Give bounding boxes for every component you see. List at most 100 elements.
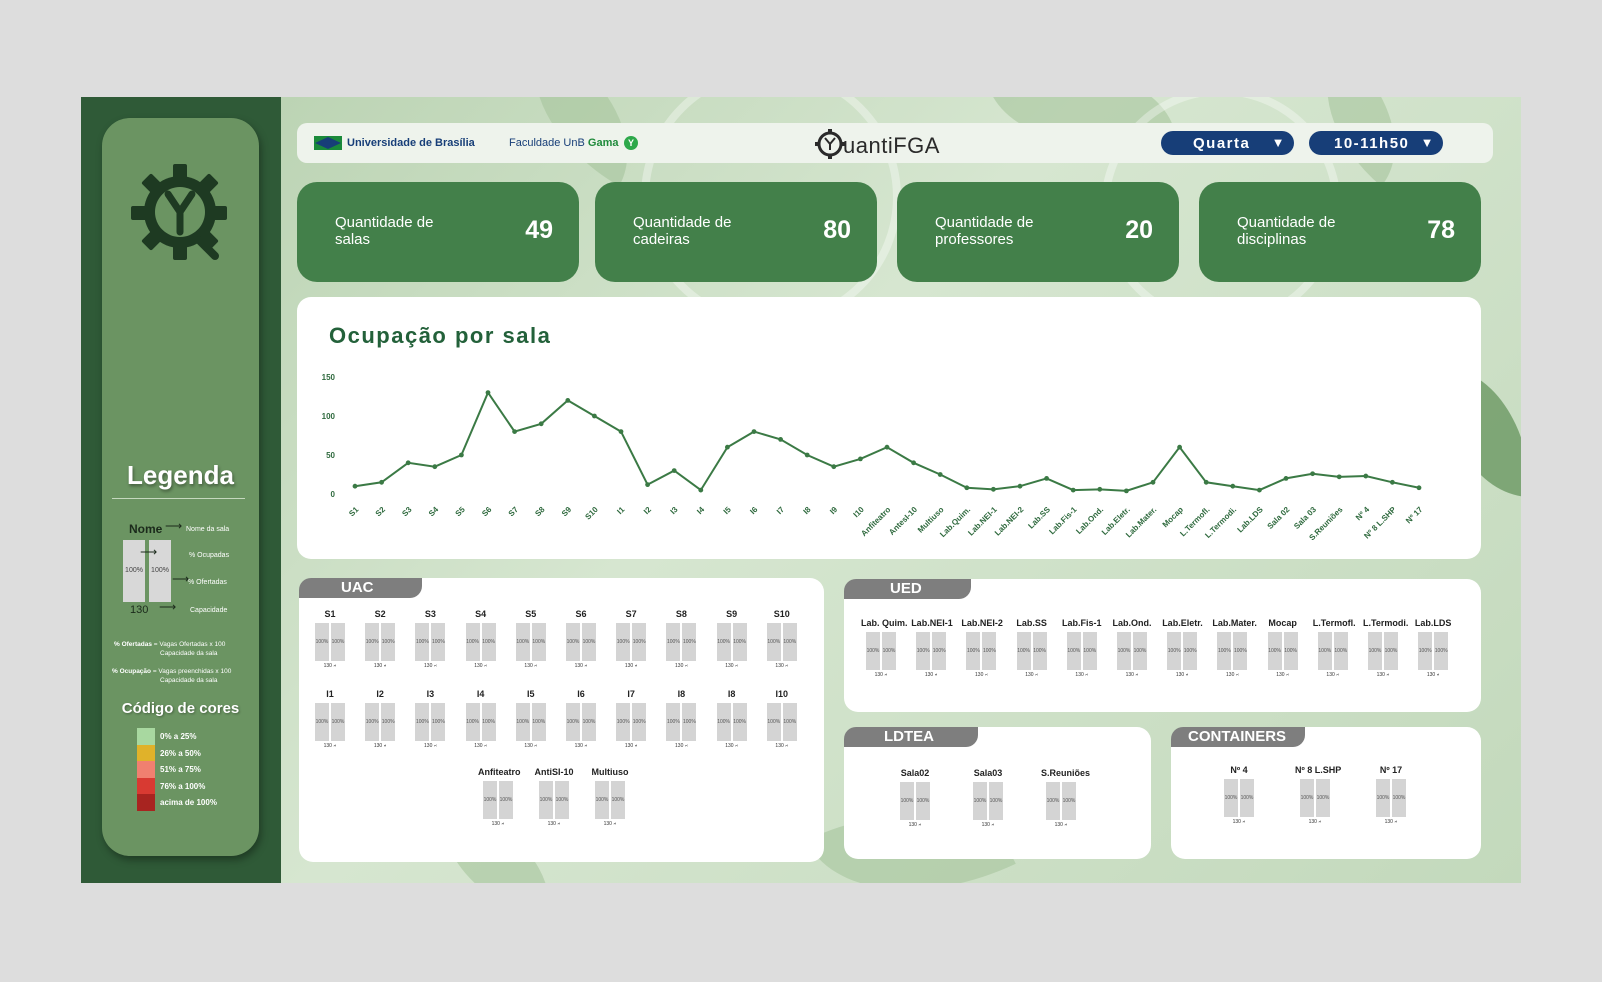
room-card[interactable]: I1 100% 100% 130 ⑁ — [310, 688, 350, 749]
room-ocupadas-bar: 100% — [1267, 632, 1282, 670]
room-capacity-value: 130 — [775, 743, 784, 749]
room-card[interactable]: Lab.Ond. 100% 100% 130 ⑁ — [1112, 617, 1152, 678]
room-capacity: 130 ⑁ — [360, 743, 400, 749]
data-point[interactable] — [751, 429, 757, 434]
room-card[interactable]: Lab.NEI-2 100% 100% 130 ⑁ — [961, 617, 1003, 678]
room-card[interactable]: S1 100% 100% 130 ⑁ — [310, 608, 350, 669]
data-point[interactable] — [1177, 444, 1182, 450]
chair-icon: ⑁ — [534, 743, 538, 749]
room-card[interactable]: Multiuso 100% 100% 130 ⑁ — [590, 766, 630, 827]
room-card[interactable]: S4 100% 100% 130 ⑁ — [461, 608, 501, 669]
room-card[interactable]: L.Termofl. 100% 100% 130 ⑁ — [1313, 617, 1356, 678]
data-point[interactable] — [592, 413, 597, 419]
room-card[interactable]: Sala03 100% 100% 130 ⑁ — [968, 767, 1008, 828]
x-tick-label: I7 — [775, 505, 786, 516]
data-point[interactable] — [1283, 476, 1289, 481]
data-point[interactable] — [991, 486, 996, 492]
data-point[interactable] — [485, 390, 491, 395]
data-point[interactable] — [884, 444, 890, 450]
room-card[interactable]: Lab.NEI-1 100% 100% 130 ⑁ — [911, 617, 953, 678]
data-point[interactable] — [1044, 476, 1049, 481]
room-card[interactable]: Lab.Fis-1 100% 100% 130 ⑁ — [1062, 617, 1102, 678]
x-tick-label: Nº 4 — [1354, 505, 1372, 523]
room-card[interactable]: Sala02 100% 100% 130 ⑁ — [895, 767, 935, 828]
data-point[interactable] — [911, 460, 916, 466]
day-dropdown[interactable]: Quarta ▼ — [1161, 131, 1294, 155]
room-card[interactable]: S7 100% 100% 130 ⑁ — [611, 608, 651, 669]
room-capacity-value: 130 — [603, 821, 612, 827]
room-card[interactable]: Lab.Eletr. 100% 100% 130 ⑁ — [1162, 617, 1203, 678]
room-card[interactable]: L.Termodi. 100% 100% 130 ⑁ — [1363, 617, 1408, 678]
data-point[interactable] — [1230, 483, 1236, 489]
data-point[interactable] — [1124, 488, 1129, 494]
room-card[interactable]: S.Reuniões 100% 100% 130 ⑁ — [1041, 767, 1090, 828]
room-capacity: 130 ⑁ — [1313, 672, 1353, 678]
room-card[interactable]: Anfiteatro 100% 100% 130 ⑁ — [478, 766, 521, 827]
data-point[interactable] — [512, 429, 517, 434]
data-point[interactable] — [964, 485, 970, 491]
room-card[interactable]: I2 100% 100% 130 ⑁ — [360, 688, 400, 749]
room-ofertadas-bar: 100% — [481, 623, 496, 661]
data-point[interactable] — [405, 460, 411, 466]
room-card[interactable]: S6 100% 100% 130 ⑁ — [561, 608, 601, 669]
data-point[interactable] — [698, 487, 704, 493]
room-card[interactable]: S3 100% 100% 130 ⑁ — [410, 608, 450, 669]
room-card[interactable]: S5 100% 100% 130 ⑁ — [511, 608, 551, 669]
data-point[interactable] — [1203, 479, 1209, 485]
room-card[interactable]: Nº 8 L.SHP 100% 100% 130 ⑁ — [1295, 764, 1341, 825]
data-point[interactable] — [1336, 474, 1342, 480]
data-point[interactable] — [725, 444, 730, 450]
room-card[interactable]: S8 100% 100% 130 ⑁ — [661, 608, 701, 669]
data-point[interactable] — [858, 456, 863, 462]
unb-name[interactable]: Universidade de Brasília — [347, 137, 475, 149]
data-point[interactable] — [671, 468, 677, 473]
room-card[interactable]: I6 100% 100% 130 ⑁ — [561, 688, 601, 749]
data-point[interactable] — [538, 421, 544, 427]
room-card[interactable]: I10 100% 100% 130 ⑁ — [762, 688, 802, 749]
room-card[interactable]: I8 100% 100% 130 ⑁ — [712, 688, 752, 749]
data-point[interactable] — [432, 464, 438, 470]
data-point[interactable] — [778, 437, 783, 442]
room-card[interactable]: S2 100% 100% 130 ⑁ — [360, 608, 400, 669]
data-point[interactable] — [1097, 486, 1103, 492]
time-dropdown[interactable]: 10-11h50 ▼ — [1309, 131, 1443, 155]
data-point[interactable] — [645, 482, 650, 488]
room-card[interactable]: Nº 17 100% 100% 130 ⑁ — [1371, 764, 1411, 825]
data-point[interactable] — [1416, 485, 1422, 491]
data-point[interactable] — [1017, 483, 1023, 489]
data-point[interactable] — [937, 472, 943, 477]
room-card[interactable]: AntiSI-10 100% 100% 130 ⑁ — [534, 766, 574, 827]
room-card[interactable]: Nº 4 100% 100% 130 ⑁ — [1219, 764, 1259, 825]
x-tick-label: S6 — [480, 505, 494, 519]
data-point[interactable] — [1363, 473, 1369, 479]
color-swatch-label: 0% a 25% — [160, 732, 197, 741]
room-card[interactable]: I4 100% 100% 130 ⑁ — [461, 688, 501, 749]
room-card[interactable]: Lab. Quim. 100% 100% 130 ⑁ — [861, 617, 908, 678]
x-tick-label: S8 — [533, 505, 547, 519]
data-point[interactable] — [459, 452, 464, 458]
data-point[interactable] — [1070, 487, 1076, 493]
data-point[interactable] — [1150, 479, 1156, 485]
room-card[interactable]: I7 100% 100% 130 ⑁ — [611, 688, 651, 749]
data-point[interactable] — [565, 398, 571, 403]
data-point[interactable] — [379, 479, 384, 485]
data-point[interactable] — [804, 452, 810, 458]
faculdade-label[interactable]: Faculdade UnB Gama — [509, 137, 618, 149]
data-point[interactable] — [831, 464, 837, 470]
room-name: I8 — [677, 689, 686, 699]
room-card[interactable]: I3 100% 100% 130 ⑁ — [410, 688, 450, 749]
room-card[interactable]: Lab.Mater. 100% 100% 130 ⑁ — [1212, 617, 1257, 678]
room-card[interactable]: I8 100% 100% 130 ⑁ — [661, 688, 701, 749]
data-point[interactable] — [352, 483, 358, 489]
room-card[interactable]: I5 100% 100% 130 ⑁ — [511, 688, 551, 749]
data-point[interactable] — [1257, 487, 1262, 493]
data-point[interactable] — [1390, 479, 1395, 485]
room-card[interactable]: S10 100% 100% 130 ⑁ — [762, 608, 802, 669]
data-point[interactable] — [1310, 471, 1315, 477]
room-card[interactable]: Mocap 100% 100% 130 ⑁ — [1263, 617, 1303, 678]
room-card[interactable]: S9 100% 100% 130 ⑁ — [712, 608, 752, 669]
data-point[interactable] — [618, 429, 624, 434]
room-card[interactable]: Lab.SS 100% 100% 130 ⑁ — [1012, 617, 1052, 678]
room-card[interactable]: Lab.LDS 100% 100% 130 ⑁ — [1413, 617, 1453, 678]
quantifga-gear-icon — [131, 164, 227, 260]
